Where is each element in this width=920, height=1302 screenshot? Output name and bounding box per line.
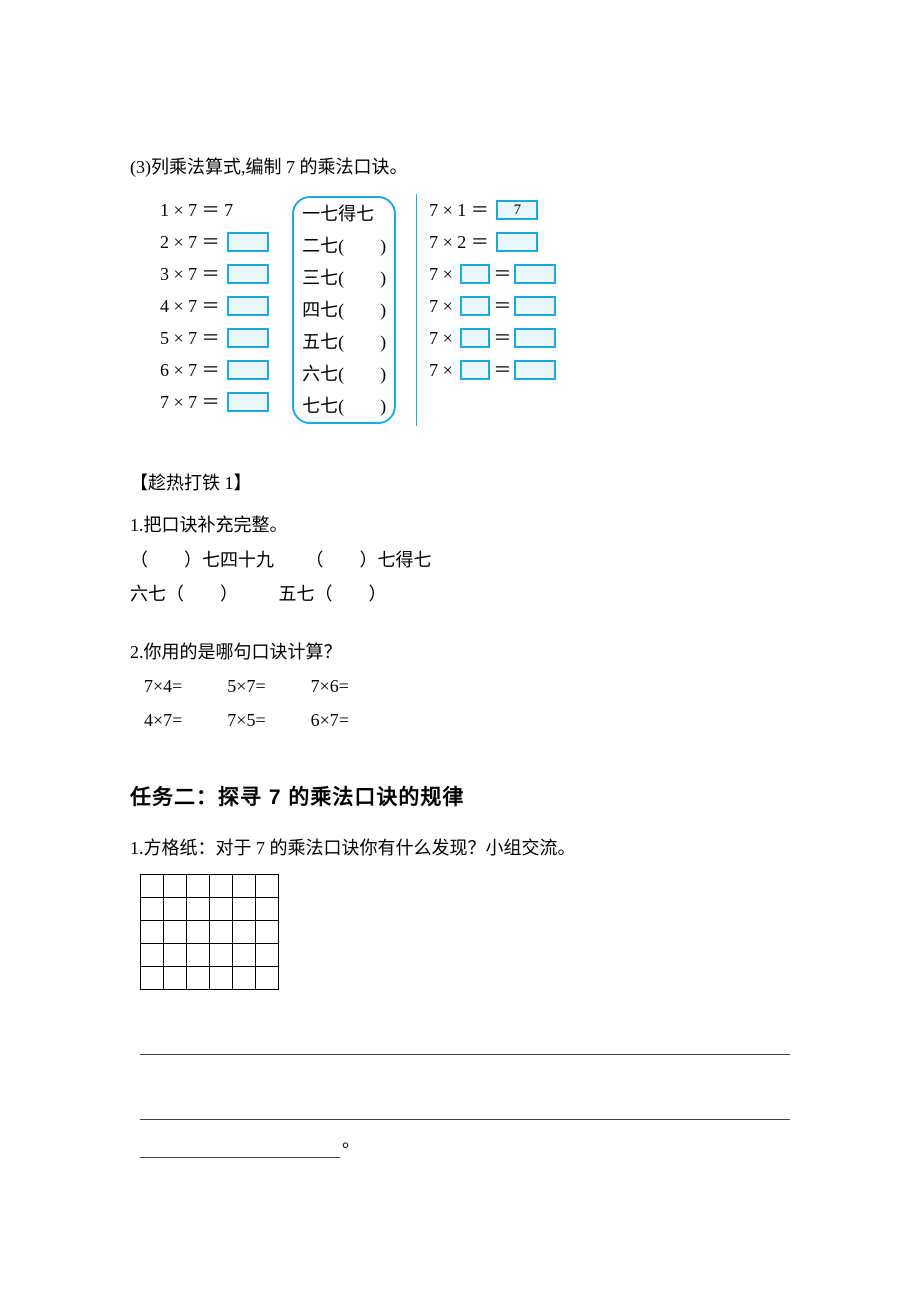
spacer [130, 1059, 790, 1069]
eq-text: 7 × 7 ＝ [160, 385, 224, 419]
eq-row: 7 × ＝ [429, 290, 559, 322]
eq-text: ＝ [493, 257, 511, 291]
eq-text: 7 × [429, 353, 457, 387]
rhyme-row: 二七( ) [302, 230, 386, 262]
rhyme-row: 七七( ) [302, 390, 386, 422]
eq-text: ＝ [493, 289, 511, 323]
eq-text: 7 × [429, 321, 457, 355]
period: 。 [342, 1131, 360, 1151]
answer-box[interactable] [514, 264, 556, 284]
eq-row: 4 × 7 ＝ [160, 290, 272, 322]
factor-box[interactable] [460, 328, 490, 348]
calc-line: 7×4= 5×7= 7×6= [130, 669, 790, 703]
spacer [130, 611, 790, 635]
writing-line[interactable] [140, 1004, 790, 1055]
eq-text: 7 × 2 ＝ [429, 225, 493, 259]
eq-row: 7 × ＝ [429, 322, 559, 354]
eq-text: 4 × 7 ＝ [160, 289, 224, 323]
factor-box[interactable] [460, 296, 490, 316]
rhyme-row: 四七( ) [302, 294, 386, 326]
q2-title: 2.你用的是哪句口诀计算？ [130, 635, 790, 669]
rhyme-row: 五七( ) [302, 326, 386, 358]
eq-text: 1 × 7 ＝ 7 [160, 193, 233, 227]
answer-box[interactable] [496, 232, 538, 252]
eq-row: 5 × 7 ＝ [160, 322, 272, 354]
fill-line: （ ）七四十九 （ ）七得七 [130, 543, 790, 577]
eq-text: 6 × 7 ＝ [160, 353, 224, 387]
eq-row: 7 × 7 ＝ [160, 386, 272, 418]
practice-heading: 【趁热打铁 1】 [130, 466, 790, 500]
answer-box[interactable]: 7 [496, 200, 538, 220]
eq-row: 3 × 7 ＝ [160, 258, 272, 290]
answer-box[interactable] [227, 360, 269, 380]
worksheet-page: (3)列乘法算式,编制 7 的乘法口诀。 1 × 7 ＝ 7 2 × 7 ＝ 3… [0, 0, 920, 1218]
writing-line-short-wrap: 。 [130, 1124, 790, 1158]
rhyme-row: 六七( ) [302, 358, 386, 390]
eq-text: 7 × [429, 257, 457, 291]
eq-text: ＝ [493, 321, 511, 355]
grid-table [140, 874, 279, 990]
fill-line: 六七（ ） 五七（ ） [130, 577, 790, 611]
eq-row: 6 × 7 ＝ [160, 354, 272, 386]
writing-line-short[interactable] [140, 1125, 340, 1158]
rhyme-row: 一七得七 [302, 198, 386, 230]
factor-box[interactable] [460, 360, 490, 380]
answer-box[interactable] [227, 296, 269, 316]
section3-title: (3)列乘法算式,编制 7 的乘法口诀。 [130, 150, 790, 184]
answer-box[interactable] [227, 392, 269, 412]
eq-row: 7 × 2 ＝ [429, 226, 559, 258]
task2-q1: 1.方格纸：对于 7 的乘法口诀你有什么发现？小组交流。 [130, 831, 790, 865]
factor-box[interactable] [460, 264, 490, 284]
eq-row: 2 × 7 ＝ [160, 226, 272, 258]
rhyme-row: 三七( ) [302, 262, 386, 294]
eq-row: 7 × ＝ [429, 258, 559, 290]
rhyme-column: 一七得七 二七( ) 三七( ) 四七( ) 五七( ) 六七( ) 七七( ) [292, 194, 396, 426]
eq-text: 7 × 1 ＝ [429, 193, 493, 227]
left-column: 1 × 7 ＝ 7 2 × 7 ＝ 3 × 7 ＝ 4 × 7 ＝ 5 × 7 … [160, 194, 272, 426]
eq-row: 7 × 1 ＝ 7 [429, 194, 559, 226]
writing-line[interactable] [140, 1069, 790, 1120]
eq-text: 2 × 7 ＝ [160, 225, 224, 259]
eq-text: 3 × 7 ＝ [160, 257, 224, 291]
answer-box[interactable] [227, 328, 269, 348]
answer-box[interactable] [514, 296, 556, 316]
grid-paper [140, 874, 790, 990]
task2-title: 任务二：探寻 7 的乘法口诀的规律 [130, 778, 790, 818]
eq-text: 5 × 7 ＝ [160, 321, 224, 355]
calc-line: 4×7= 7×5= 6×7= [130, 703, 790, 737]
eq-row: 1 × 7 ＝ 7 [160, 194, 272, 226]
eq-text: 7 × [429, 289, 457, 323]
equation-block: 1 × 7 ＝ 7 2 × 7 ＝ 3 × 7 ＝ 4 × 7 ＝ 5 × 7 … [130, 194, 790, 426]
eq-text: ＝ [493, 353, 511, 387]
right-column: 7 × 1 ＝ 7 7 × 2 ＝ 7 × ＝ 7 × ＝ 7 × ＝ 7 × … [416, 194, 559, 426]
eq-row: 7 × ＝ [429, 354, 559, 386]
q1-title: 1.把口诀补充完整。 [130, 508, 790, 542]
answer-box[interactable] [227, 232, 269, 252]
answer-box[interactable] [514, 360, 556, 380]
answer-box[interactable] [514, 328, 556, 348]
answer-box[interactable] [227, 264, 269, 284]
